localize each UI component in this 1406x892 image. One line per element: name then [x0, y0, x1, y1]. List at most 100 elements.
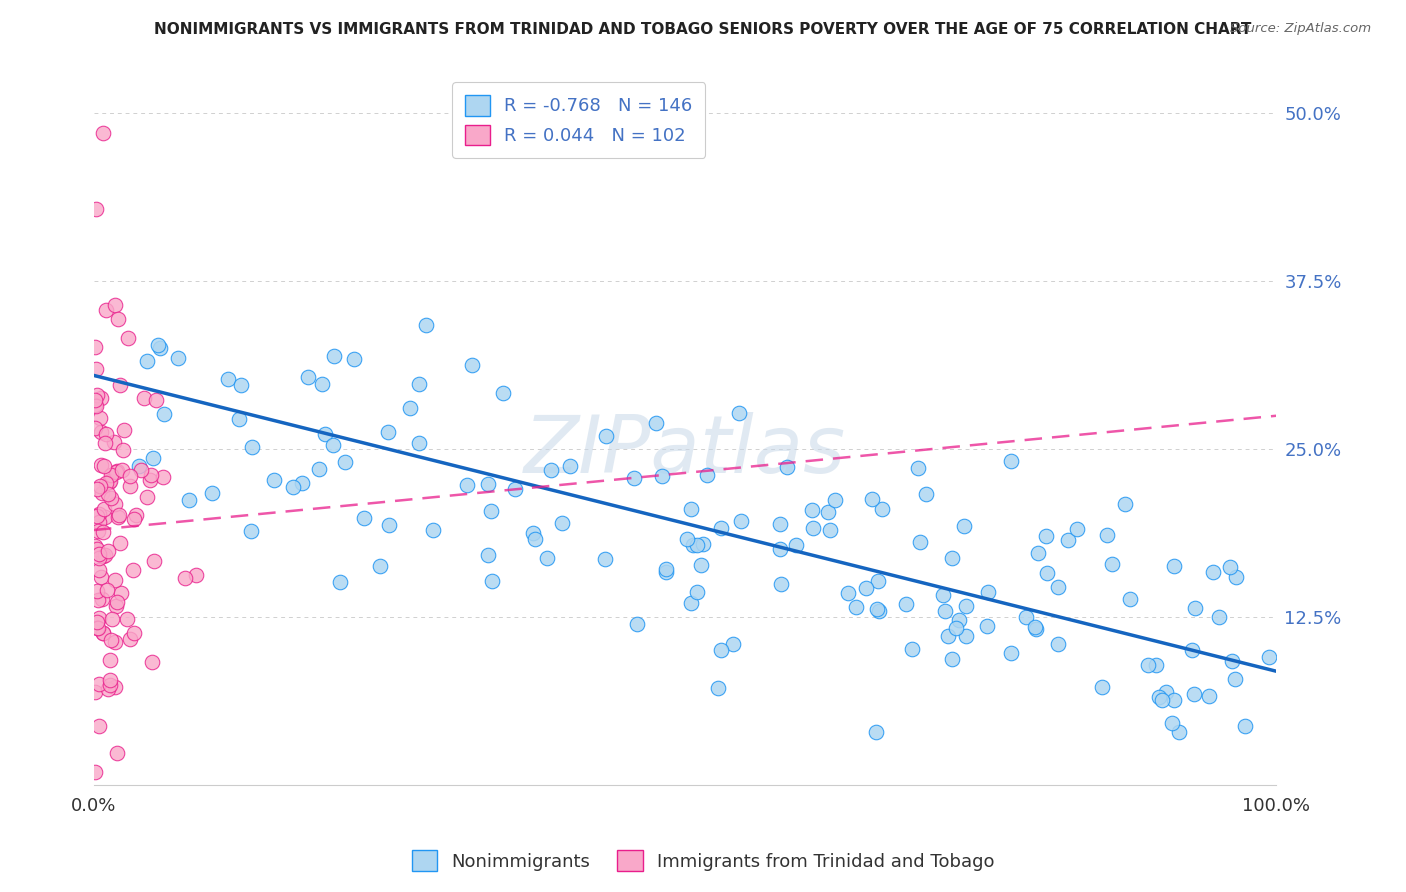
Point: [408, 435, 430, 450]
Point: [477, 549, 499, 563]
Point: [682, 538, 704, 552]
Point: [1101, 557, 1123, 571]
Point: [399, 401, 422, 415]
Point: [523, 532, 546, 546]
Point: [120, 479, 142, 493]
Point: [89, 719, 111, 733]
Point: [98, 653, 121, 667]
Point: [1163, 558, 1185, 573]
Point: [1208, 610, 1230, 624]
Point: [86, 621, 108, 635]
Point: [94, 548, 117, 562]
Point: [118, 632, 141, 647]
Point: [721, 636, 744, 650]
Point: [91, 486, 114, 500]
Point: [1225, 570, 1247, 584]
Point: [135, 354, 157, 368]
Point: [976, 618, 998, 632]
Point: [314, 427, 336, 442]
Point: [901, 641, 924, 656]
Point: [860, 491, 883, 506]
Point: [86, 509, 108, 524]
Point: [139, 468, 162, 483]
Point: [104, 599, 127, 613]
Point: [84, 685, 107, 699]
Point: [456, 478, 478, 492]
Point: [93, 458, 115, 473]
Point: [1024, 620, 1046, 634]
Point: [100, 467, 122, 482]
Point: [104, 681, 127, 695]
Point: [87, 515, 110, 529]
Point: [84, 399, 107, 413]
Point: [1163, 693, 1185, 707]
Point: [503, 483, 526, 497]
Point: [167, 351, 190, 365]
Point: [1154, 685, 1177, 699]
Point: [84, 420, 107, 434]
Point: [908, 534, 931, 549]
Point: [111, 443, 134, 458]
Text: NONIMMIGRANTS VS IMMIGRANTS FROM TRINIDAD AND TOBAGO SENIORS POVERTY OVER THE AG: NONIMMIGRANTS VS IMMIGRANTS FROM TRINIDA…: [155, 22, 1251, 37]
Point: [105, 595, 128, 609]
Legend: R = -0.768   N = 146, R = 0.044   N = 102: R = -0.768 N = 146, R = 0.044 N = 102: [451, 82, 706, 158]
Point: [100, 491, 122, 506]
Point: [240, 524, 263, 538]
Point: [131, 463, 153, 477]
Point: [868, 604, 890, 618]
Point: [91, 525, 114, 540]
Point: [818, 523, 841, 537]
Point: [1234, 719, 1257, 733]
Point: [89, 411, 111, 425]
Point: [675, 532, 697, 546]
Point: [96, 302, 118, 317]
Point: [907, 461, 929, 475]
Point: [1258, 650, 1281, 665]
Point: [86, 541, 108, 556]
Point: [142, 451, 165, 466]
Point: [492, 385, 515, 400]
Point: [941, 551, 963, 566]
Point: [845, 600, 868, 615]
Point: [91, 626, 114, 640]
Point: [104, 298, 127, 312]
Point: [785, 538, 807, 552]
Point: [1114, 497, 1136, 511]
Point: [477, 477, 499, 491]
Point: [86, 482, 108, 496]
Point: [84, 361, 107, 376]
Point: [730, 514, 752, 528]
Point: [1047, 637, 1070, 651]
Point: [948, 613, 970, 627]
Point: [122, 512, 145, 526]
Point: [1137, 657, 1160, 672]
Point: [626, 616, 648, 631]
Point: [173, 571, 195, 585]
Point: [479, 504, 502, 518]
Text: Source: ZipAtlas.com: Source: ZipAtlas.com: [1230, 22, 1371, 36]
Point: [86, 584, 108, 599]
Point: [134, 391, 156, 405]
Point: [692, 537, 714, 551]
Point: [89, 479, 111, 493]
Point: [727, 406, 749, 420]
Point: [710, 643, 733, 657]
Point: [536, 550, 558, 565]
Point: [107, 312, 129, 326]
Point: [408, 376, 430, 391]
Point: [322, 438, 344, 452]
Point: [122, 563, 145, 577]
Point: [87, 611, 110, 625]
Point: [177, 493, 200, 508]
Point: [86, 202, 108, 217]
Point: [1000, 454, 1022, 468]
Point: [333, 455, 356, 469]
Point: [105, 464, 128, 478]
Point: [91, 549, 114, 563]
Point: [1056, 533, 1078, 548]
Point: [87, 676, 110, 690]
Point: [103, 434, 125, 449]
Point: [84, 392, 107, 407]
Point: [98, 673, 121, 687]
Point: [152, 407, 174, 421]
